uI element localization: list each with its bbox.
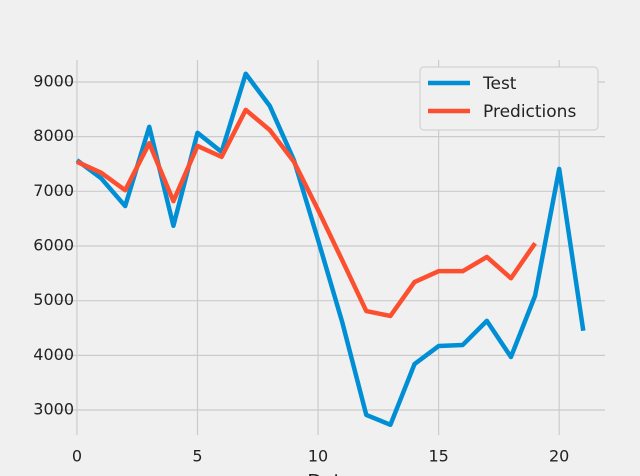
- y-tick-label: 4000: [33, 345, 74, 364]
- y-tick-label: 7000: [33, 181, 74, 200]
- series-line: [76, 107, 537, 319]
- x-tick-label: 5: [192, 447, 202, 466]
- legend-label: Predictions: [483, 102, 576, 122]
- y-tick-label: 5000: [33, 290, 74, 309]
- y-tick-label: 9000: [33, 71, 74, 90]
- legend-label: Test: [482, 74, 517, 94]
- x-tick-label: 0: [72, 447, 82, 466]
- x-tick-label: 10: [308, 447, 328, 466]
- y-tick-label: 6000: [33, 235, 74, 254]
- x-tick-label: 20: [549, 447, 569, 466]
- x-axis-label: Date: [307, 471, 352, 476]
- y-tick-label: 8000: [33, 126, 74, 145]
- x-tick-label: 15: [428, 447, 448, 466]
- y-tick-label: 3000: [33, 400, 74, 419]
